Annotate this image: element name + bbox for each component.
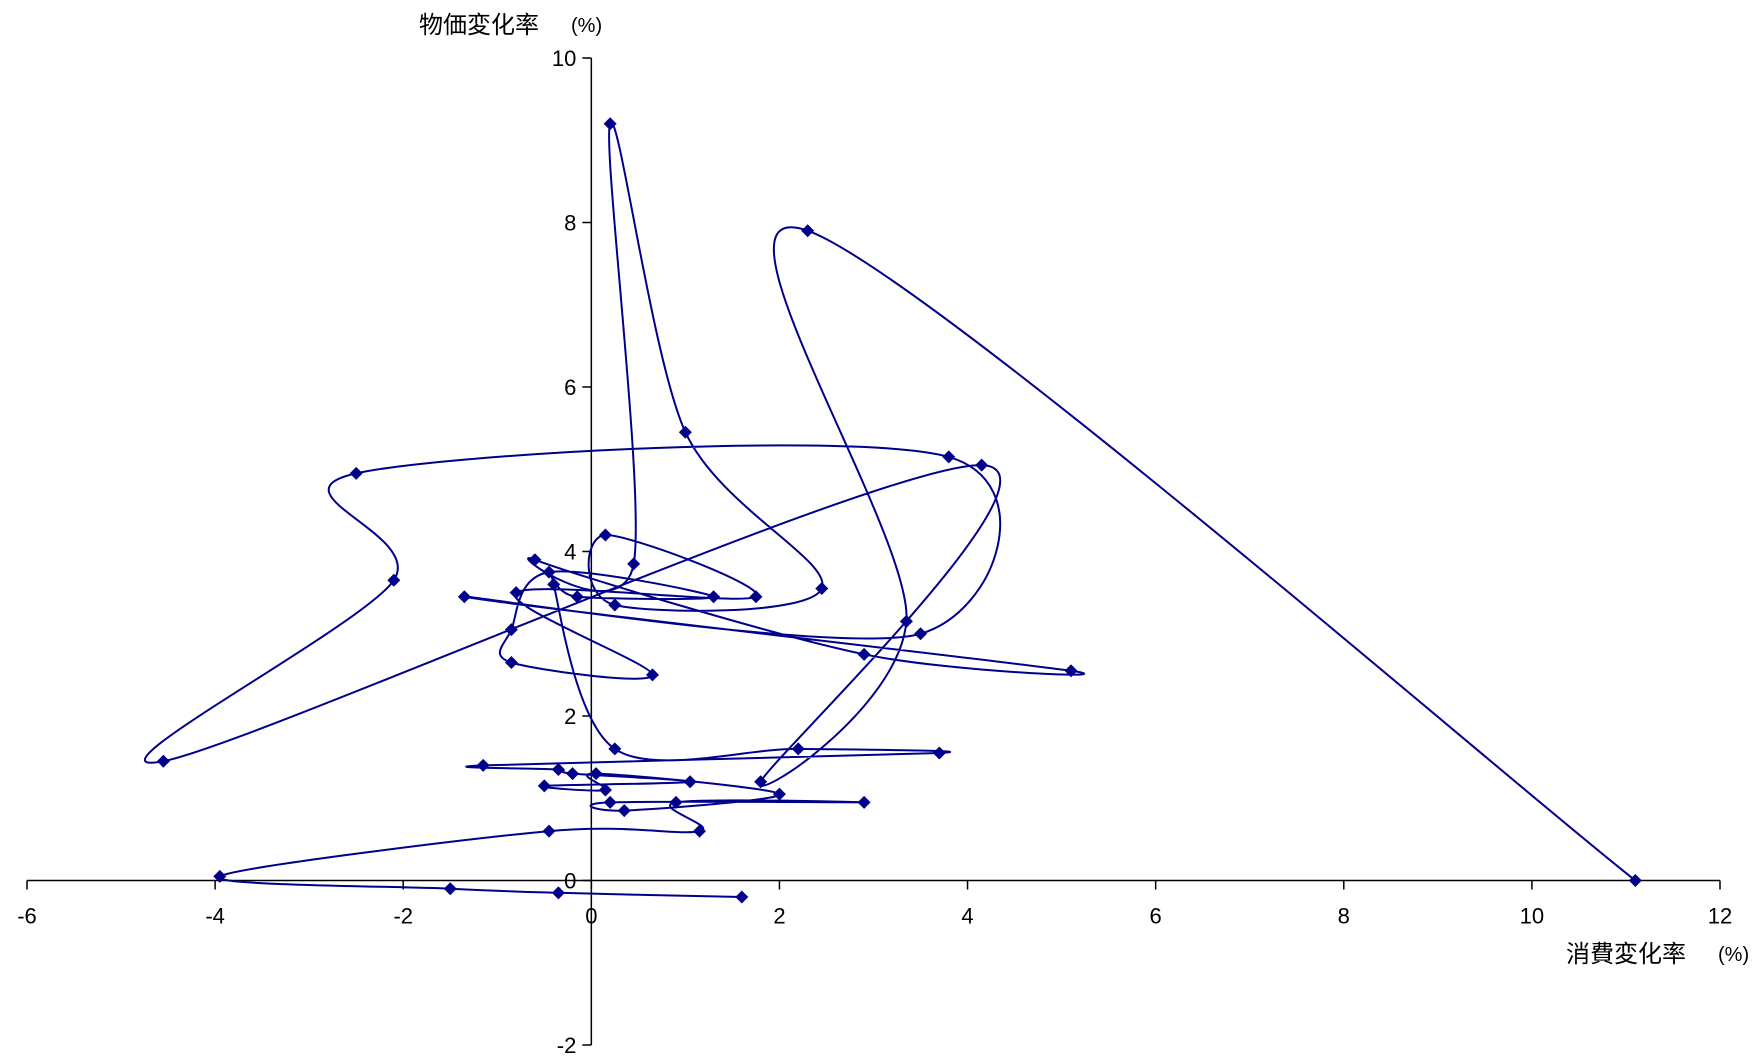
data-point-marker — [457, 590, 471, 604]
y-tick-label: 8 — [564, 211, 576, 236]
data-point-marker — [1064, 664, 1078, 678]
data-point-marker — [975, 458, 989, 472]
y-tick-label: 10 — [552, 46, 576, 71]
x-tick-label: 12 — [1708, 904, 1732, 929]
y-axis-unit: (%) — [571, 15, 602, 37]
data-point-marker — [528, 553, 542, 567]
data-point-marker — [669, 795, 683, 809]
data-point-marker — [749, 590, 763, 604]
y-tick-label: 4 — [564, 540, 576, 565]
x-tick-label: 6 — [1150, 904, 1162, 929]
y-tick-label: 6 — [564, 375, 576, 400]
data-point-marker — [551, 762, 565, 776]
data-point-marker — [598, 528, 612, 542]
data-point-marker — [570, 590, 584, 604]
data-point-marker — [683, 775, 697, 789]
data-point-marker — [678, 425, 692, 439]
data-point-marker — [504, 656, 518, 670]
data-point-marker — [504, 623, 518, 637]
y-tick-label: 2 — [564, 704, 576, 729]
data-point-marker — [857, 647, 871, 661]
data-point-marker — [156, 754, 170, 768]
data-point-marker — [645, 668, 659, 682]
data-point-marker — [476, 758, 490, 772]
y-tick-label: -2 — [557, 1033, 577, 1057]
data-point-marker — [537, 779, 551, 793]
data-point-marker — [603, 117, 617, 131]
data-point-marker — [509, 586, 523, 600]
data-point-marker — [603, 795, 617, 809]
x-tick-label: 4 — [961, 904, 973, 929]
data-point-marker — [443, 882, 457, 896]
x-tick-label: 10 — [1520, 904, 1544, 929]
x-ticks: -6 -4 -2 0 2 4 6 8 10 12 — [17, 880, 1732, 929]
data-point-marker — [213, 869, 227, 883]
data-point-marker — [899, 614, 913, 628]
axes: -6 -4 -2 0 2 4 6 8 10 12 -2 0 2 4 6 8 10 — [17, 46, 1732, 1058]
data-point-marker — [914, 627, 928, 641]
data-point-marker — [598, 783, 612, 797]
x-axis-unit: (%) — [1718, 944, 1749, 966]
data-point-marker — [627, 557, 641, 571]
x-tick-label: 2 — [773, 904, 785, 929]
data-point-marker — [608, 598, 622, 612]
data-point-marker — [547, 577, 561, 591]
data-point-marker — [735, 890, 749, 904]
data-point-marker — [942, 450, 956, 464]
data-point-marker — [349, 466, 363, 480]
data-point-marker — [801, 224, 815, 238]
data-point-marker — [608, 742, 622, 756]
data-point-marker — [815, 582, 829, 596]
x-tick-label: 8 — [1338, 904, 1350, 929]
x-tick-label: -6 — [17, 904, 37, 929]
data-point-marker — [857, 795, 871, 809]
data-point-marker — [692, 824, 706, 838]
x-tick-label: 0 — [585, 904, 597, 929]
series-line — [143, 121, 1637, 898]
data-point-marker — [754, 775, 768, 789]
data-point-marker — [1628, 874, 1642, 887]
y-axis-title: 物価変化率 — [419, 12, 539, 39]
data-point-marker — [551, 886, 565, 900]
data-point-marker — [617, 804, 631, 818]
data-point-marker — [387, 573, 401, 587]
data-point-marker — [791, 742, 805, 756]
y-ticks: -2 0 2 4 6 8 10 — [552, 46, 592, 1058]
data-point-marker — [932, 746, 946, 760]
x-tick-label: -4 — [205, 904, 225, 929]
x-axis-title: 消費変化率 — [1566, 941, 1686, 968]
y-tick-label: 0 — [564, 869, 576, 894]
x-tick-label: -2 — [393, 904, 413, 929]
series-markers — [156, 117, 1642, 904]
data-point-marker — [589, 767, 603, 781]
data-point-marker — [707, 590, 721, 604]
data-point-marker — [542, 565, 556, 579]
data-point-marker — [566, 767, 580, 781]
data-point-marker — [772, 787, 786, 801]
data-point-marker — [542, 824, 556, 838]
